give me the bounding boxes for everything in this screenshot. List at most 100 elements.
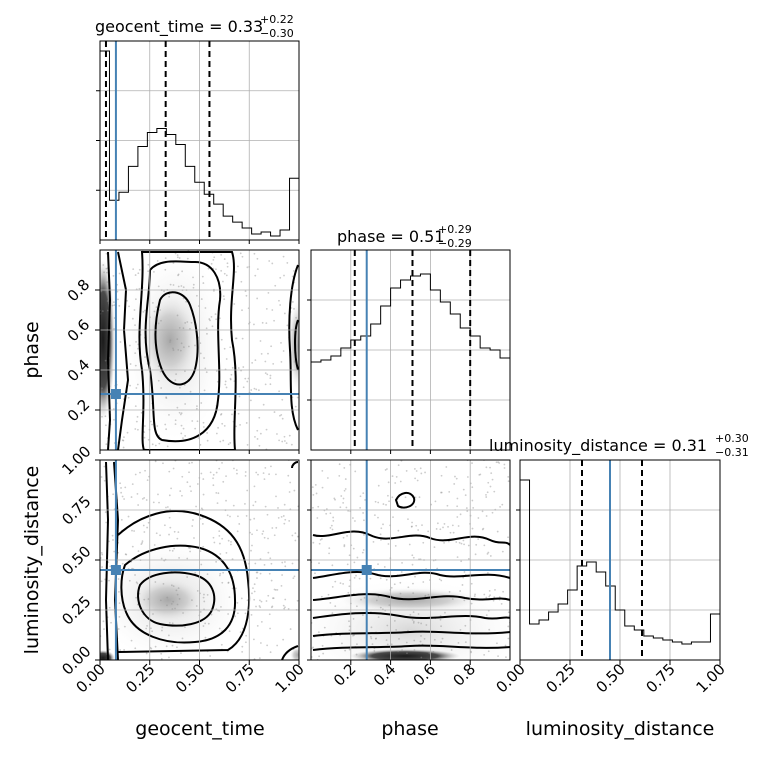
sample-point [312, 493, 315, 496]
sample-point [387, 494, 389, 497]
sample-point [458, 541, 461, 544]
ytick-label: 0.6 [64, 316, 94, 346]
sample-point [131, 529, 133, 532]
sample-point [258, 605, 261, 607]
panel-2d-phase-vs-geocent-time [99, 249, 300, 451]
sample-point [434, 500, 437, 503]
sample-point [118, 304, 121, 307]
sample-point [448, 590, 451, 593]
sample-point [246, 489, 249, 492]
sample-point [492, 599, 495, 602]
sample-point [507, 625, 510, 628]
sample-point [405, 641, 408, 644]
sample-point [188, 462, 191, 465]
sample-point [407, 586, 410, 589]
sample-point [348, 620, 350, 623]
sample-point [168, 470, 171, 473]
sample-point [343, 544, 346, 546]
sample-point [411, 521, 413, 524]
sample-point [213, 290, 215, 292]
sample-point [159, 599, 162, 602]
sample-point [413, 649, 416, 651]
sample-point [142, 310, 145, 313]
sample-point [123, 436, 125, 439]
sample-point [222, 571, 225, 574]
sample-point [227, 539, 230, 542]
sample-point [471, 527, 474, 530]
sample-point [485, 496, 488, 498]
sample-point [134, 473, 137, 476]
sample-point [264, 383, 267, 386]
sample-point [321, 538, 323, 540]
sample-point [382, 523, 384, 526]
sample-point [204, 622, 207, 625]
xtick-label: 1.00 [271, 660, 307, 696]
sample-point [119, 482, 122, 485]
sample-point [137, 504, 140, 506]
sample-point [504, 644, 507, 647]
sample-point [143, 497, 146, 499]
sample-point [424, 471, 426, 474]
sample-point [144, 309, 146, 312]
sample-point [411, 554, 414, 557]
sample-point [180, 342, 183, 345]
sample-point [359, 495, 362, 498]
sample-point [173, 547, 176, 550]
title-phase-upper: +0.29 [438, 223, 472, 236]
sample-point [354, 520, 356, 522]
sample-point [143, 431, 146, 434]
sample-point [339, 582, 342, 585]
sample-point [255, 605, 257, 608]
sample-point [265, 322, 268, 325]
sample-point [432, 651, 435, 653]
sample-point [488, 628, 491, 631]
sample-point [184, 434, 187, 437]
contour-band-3 [312, 611, 510, 620]
sample-point [229, 442, 232, 444]
sample-point [145, 652, 148, 655]
sample-point [172, 585, 175, 588]
sample-point [160, 658, 163, 660]
sample-point [178, 597, 181, 600]
sample-point [373, 650, 376, 652]
sample-point [210, 262, 213, 265]
sample-point [120, 487, 122, 489]
sample-point [379, 606, 382, 609]
sample-point [233, 303, 236, 305]
sample-point [348, 629, 351, 632]
sample-point [222, 439, 225, 442]
sample-point [286, 262, 289, 264]
sample-point [370, 626, 373, 629]
sample-point [412, 556, 415, 559]
sample-point [489, 466, 491, 469]
sample-point [160, 319, 162, 322]
sample-point [347, 509, 350, 512]
contour-left-inner [104, 461, 110, 660]
sample-point [237, 412, 240, 415]
sample-point [105, 267, 108, 270]
sample-point [236, 472, 238, 475]
sample-point [438, 578, 441, 581]
sample-point [352, 547, 355, 550]
sample-point [453, 483, 456, 485]
sample-point [386, 643, 389, 646]
sample-point [154, 645, 157, 648]
sample-point [229, 378, 232, 381]
sample-point [246, 444, 249, 446]
sample-point [279, 304, 282, 306]
sample-point [165, 428, 168, 431]
sample-point [503, 467, 506, 469]
sample-point [497, 461, 500, 464]
sample-point [285, 442, 288, 445]
sample-point [265, 428, 268, 431]
sample-point [134, 364, 137, 367]
sample-point [181, 494, 183, 497]
sample-point [223, 424, 226, 427]
sample-point [293, 269, 295, 272]
sample-point [125, 553, 128, 556]
xtick-label: 1.00 [692, 660, 728, 696]
sample-point [268, 260, 271, 262]
sample-point [102, 264, 105, 266]
sample-point [154, 581, 157, 583]
sample-point [244, 612, 247, 615]
